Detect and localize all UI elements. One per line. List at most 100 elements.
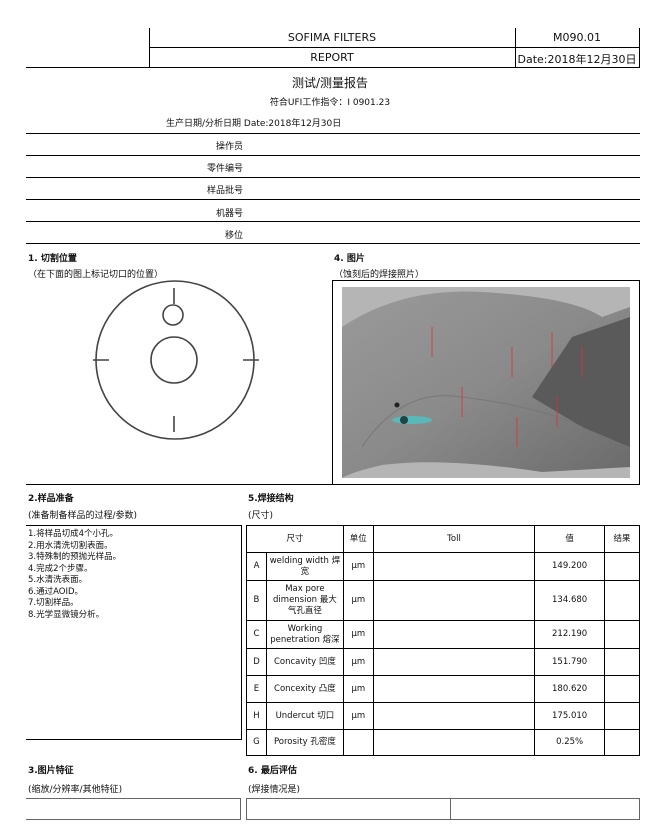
element	[26, 155, 640, 156]
element	[241, 525, 242, 740]
work-order: 符合UFI工作指令：I 0901.23	[269, 98, 391, 108]
table-cell: Undercut 切口	[265, 702, 344, 730]
table-row: E Concexity 凸度 μm 180.620	[246, 675, 640, 703]
element	[431, 327, 583, 447]
header-unit: 单位	[342, 525, 374, 553]
header-toll: Toll	[372, 525, 536, 553]
weld-photo	[342, 287, 630, 478]
element	[639, 280, 640, 485]
table-row: H Undercut 切口 μm 175.010	[246, 702, 640, 730]
table-cell: welding width 焊宽	[265, 552, 344, 581]
header-result: 结果	[604, 525, 640, 553]
table-cell: 149.200	[534, 552, 606, 581]
table-row: G Porosity 孔密度 0.25%	[246, 729, 640, 756]
table-cell	[372, 648, 536, 676]
table-cell	[604, 729, 640, 756]
element	[26, 177, 640, 178]
header-value: 值	[534, 525, 606, 553]
table-row: D Concavity 凹度 μm 151.790	[246, 648, 640, 676]
doc-code: M090.01	[553, 31, 601, 44]
element	[392, 416, 432, 424]
final-evaluation-result-box[interactable]	[450, 798, 640, 820]
company-name: SOFIMA FILTERS	[287, 31, 377, 44]
report-label: REPORT	[310, 51, 354, 64]
table-header-row: 尺寸 单位 Toll 值结果	[246, 525, 640, 553]
element	[332, 280, 333, 485]
header-size: 尺寸	[246, 525, 344, 553]
small-hole-circle	[162, 304, 184, 326]
table-cell	[372, 620, 536, 649]
table-cell: H	[246, 702, 267, 730]
table-cell	[604, 675, 640, 703]
table-cell	[372, 580, 536, 621]
sec3-title: 3.图片特征	[28, 766, 74, 776]
sec3-subtitle: (缩放/分辨率/其他特征)	[28, 785, 123, 795]
table-cell: B	[246, 580, 267, 621]
element	[93, 280, 259, 440]
table-cell: μm	[342, 580, 374, 621]
header-date: Date:2018年12月30日	[517, 53, 637, 66]
step: 5.水清洗表面。	[28, 575, 88, 585]
element	[532, 317, 630, 447]
table-cell	[342, 729, 374, 756]
cut-markers	[93, 288, 259, 432]
sec4-title: 4. 图片	[334, 254, 365, 264]
table-cell	[604, 620, 640, 649]
element	[333, 280, 640, 281]
table-cell: E	[246, 675, 267, 703]
final-evaluation-box[interactable]	[246, 798, 451, 820]
table-cell: A	[246, 552, 267, 581]
element	[26, 243, 640, 244]
divider	[26, 67, 640, 68]
table-cell: μm	[342, 552, 374, 581]
table-cell: C	[246, 620, 267, 649]
field-operator: 操作员	[215, 142, 243, 152]
sec1-subtitle: （在下面的图上标记切口的位置）	[28, 270, 164, 280]
table-row: B Max pore dimension 最大气孔直径 μm 134.680	[246, 580, 640, 621]
field-shift: 移位	[224, 231, 243, 241]
step: 1.将样品切成4个小孔。	[28, 529, 119, 539]
element	[431, 327, 583, 447]
element	[400, 416, 408, 424]
table-cell: Working penetration 熔深	[265, 620, 344, 649]
divider	[515, 28, 516, 68]
sec6-subtitle: (焊接情况是)	[248, 785, 301, 795]
element	[26, 199, 640, 200]
field-batch: 样品批号	[206, 186, 243, 196]
table-row: C Working penetration 熔深 μm 212.190	[246, 620, 640, 649]
element	[26, 739, 242, 740]
table-cell[interactable]	[604, 552, 640, 581]
sec2-title: 2.样品准备	[28, 494, 74, 504]
production-date: 生产日期/分析日期 Date:2018年12月30日	[166, 119, 342, 129]
step: 3.特殊制的预抛光样品。	[28, 552, 122, 562]
table-cell	[372, 729, 536, 756]
table-cell	[604, 648, 640, 676]
table-cell	[604, 580, 640, 621]
table-cell: Concexity 凸度	[265, 675, 344, 703]
table-cell: μm	[342, 702, 374, 730]
divider	[149, 47, 640, 48]
sec2-subtitle: (准备制备样品的过程/参数)	[28, 511, 138, 521]
table-cell: Max pore dimension 最大气孔直径	[265, 580, 344, 621]
table-cell: 0.25%	[534, 729, 606, 756]
cut-position-diagram[interactable]	[26, 280, 332, 484]
sec5-title: 5.焊接结构	[248, 494, 294, 504]
prep-steps: 1.将样品切成4个小孔。 2.用水清洗切割表面。 3.特殊制的预抛光样品。 4.…	[28, 529, 121, 621]
sec1-title: 1. 切割位置	[28, 254, 77, 264]
table-cell: D	[246, 648, 267, 676]
element	[26, 525, 242, 526]
step: 7.切割样品。	[28, 598, 79, 608]
divider	[149, 28, 150, 68]
table-cell: Concavity 凹度	[265, 648, 344, 676]
field-machine: 机器号	[215, 209, 243, 219]
image-features-box[interactable]	[26, 798, 241, 820]
page-title: 测试/测量报告	[291, 76, 369, 90]
sec4-subtitle: （蚀刻后的焊接照片）	[334, 270, 425, 280]
element	[26, 133, 640, 134]
table-cell: 151.790	[534, 648, 606, 676]
table-cell	[604, 702, 640, 730]
table-cell[interactable]	[372, 552, 536, 581]
step: 8.光学显微镜分析。	[28, 609, 105, 620]
